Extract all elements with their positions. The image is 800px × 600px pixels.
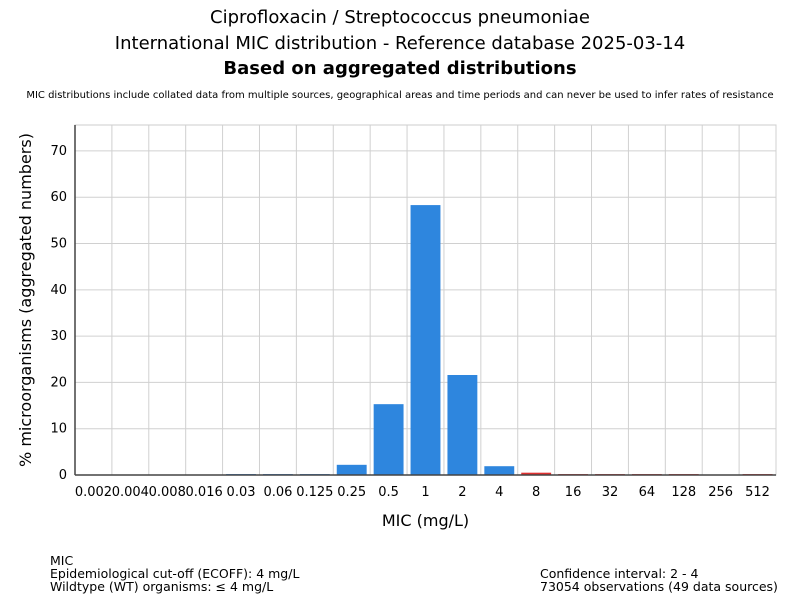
chart-subtitle-bold: Based on aggregated distributions — [223, 58, 577, 79]
footer-ci: Confidence interval: 2 - 4 — [540, 566, 699, 581]
x-tick-label: 2 — [458, 485, 466, 500]
footer-mic: MIC — [50, 553, 74, 568]
bar — [447, 375, 478, 475]
y-tick-label: 50 — [50, 237, 67, 252]
x-tick-label: 256 — [708, 485, 733, 500]
plot-area — [74, 124, 777, 476]
x-tick-label: 8 — [532, 485, 540, 500]
y-tick-label: 40 — [50, 283, 67, 298]
x-tick-label: 0.004 — [112, 485, 149, 500]
footer-observations: 73054 observations (49 data sources) — [540, 579, 778, 594]
x-tick-label: 0.5 — [378, 485, 399, 500]
x-tick-label: 0.03 — [227, 485, 256, 500]
bar — [226, 474, 256, 475]
chart-note: MIC distributions include collated data … — [26, 90, 774, 101]
footer-wt: Wildtype (WT) organisms: ≤ 4 mg/L — [50, 579, 274, 594]
bar — [262, 474, 293, 475]
chart-title: Ciprofloxacin / Streptococcus pneumoniae — [210, 7, 590, 28]
bar — [484, 466, 515, 475]
x-tick-label: 32 — [602, 485, 619, 500]
bar — [668, 474, 699, 475]
chart-subtitle: International MIC distribution - Referen… — [114, 33, 686, 54]
bar — [742, 474, 773, 475]
footer-left: MIC Epidemiological cut-off (ECOFF): 4 m… — [50, 554, 299, 593]
x-tick-label: 128 — [671, 485, 696, 500]
x-tick-label: 512 — [745, 485, 770, 500]
y-tick-label: 60 — [50, 190, 67, 205]
y-tick-label: 0 — [59, 468, 67, 483]
y-axis-label: % microorganisms (aggregated numbers) — [16, 133, 35, 467]
x-tick-label: 0.002 — [75, 485, 112, 500]
bar — [299, 474, 330, 475]
y-tick-label: 70 — [50, 144, 67, 159]
x-tick-label: 0.125 — [296, 485, 333, 500]
bar — [336, 464, 367, 475]
x-tick-label: 0.06 — [263, 485, 292, 500]
bar — [595, 474, 625, 475]
bar — [631, 474, 662, 475]
x-tick-label: 1 — [421, 485, 429, 500]
x-tick-label: 64 — [639, 485, 656, 500]
footer-ecoff: Epidemiological cut-off (ECOFF): 4 mg/L — [50, 566, 300, 581]
x-tick-label: 0.25 — [337, 485, 366, 500]
x-tick-label: 4 — [495, 485, 503, 500]
y-tick-label: 30 — [50, 329, 67, 344]
y-tick-label: 10 — [50, 422, 67, 437]
x-tick-label: 0.016 — [186, 485, 223, 500]
x-tick-label: 16 — [565, 485, 582, 500]
bar — [558, 474, 589, 475]
bar — [410, 205, 441, 475]
x-axis-label: MIC (mg/L) — [382, 511, 469, 530]
bar — [521, 472, 552, 475]
x-tick-label: 0.008 — [149, 485, 186, 500]
bar — [373, 404, 404, 475]
y-tick-label: 20 — [50, 375, 67, 390]
footer-right: Confidence interval: 2 - 4 73054 observa… — [540, 567, 778, 593]
